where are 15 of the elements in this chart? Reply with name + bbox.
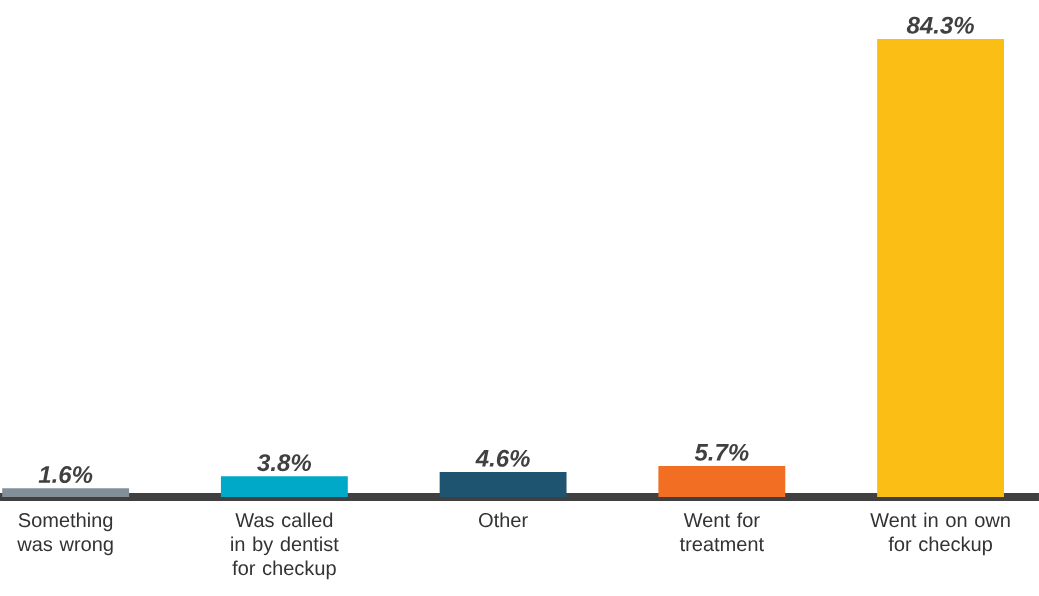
x-tick-label: Other xyxy=(479,512,528,528)
data-label: 4.6% xyxy=(475,449,530,467)
data-label: 5.7% xyxy=(694,443,749,461)
x-tick-label: Something was wrong xyxy=(17,512,113,556)
bar xyxy=(877,38,1004,497)
bar xyxy=(2,488,130,497)
data-label: 3.8% xyxy=(257,454,312,472)
x-tick-label: Went in on own for checkup xyxy=(870,512,1010,556)
x-tick-label: Went for treatment xyxy=(679,512,764,552)
x-tick-label: Was called in by dentist for checkup xyxy=(231,512,339,580)
data-label: 1.6% xyxy=(38,466,93,484)
bar xyxy=(220,476,348,497)
bar xyxy=(658,466,786,497)
bar xyxy=(439,471,567,497)
data-label: 84.3% xyxy=(906,16,974,34)
